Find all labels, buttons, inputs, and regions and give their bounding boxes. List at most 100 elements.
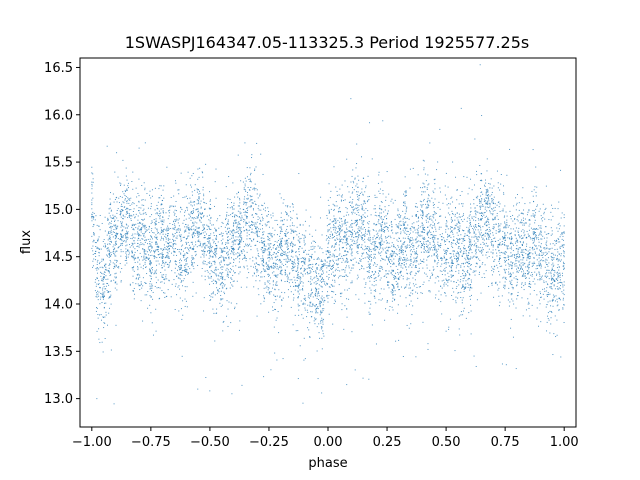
data-point	[161, 223, 163, 225]
data-point	[250, 205, 252, 207]
data-point	[391, 288, 393, 290]
data-point	[463, 290, 465, 292]
data-point	[110, 280, 112, 282]
data-point	[244, 219, 246, 221]
data-point	[321, 308, 323, 310]
data-point	[216, 269, 218, 271]
data-point	[227, 198, 229, 200]
data-point	[496, 170, 498, 172]
data-point	[257, 197, 259, 199]
data-point	[104, 302, 106, 304]
data-point	[234, 196, 236, 198]
data-point	[188, 226, 190, 228]
data-point	[359, 227, 361, 229]
data-point	[457, 247, 459, 249]
data-point	[490, 241, 492, 243]
data-point	[249, 181, 251, 183]
data-point	[532, 210, 534, 212]
data-point	[423, 251, 425, 253]
data-point	[441, 236, 443, 238]
data-point	[356, 236, 358, 238]
data-point	[226, 236, 228, 238]
data-point	[464, 248, 466, 250]
data-point	[379, 237, 381, 239]
data-point	[429, 247, 431, 249]
data-point	[167, 246, 169, 248]
data-point	[321, 278, 323, 280]
data-point	[127, 225, 129, 227]
data-point	[290, 216, 292, 218]
data-point	[451, 226, 453, 228]
data-point	[179, 278, 181, 280]
data-point	[348, 201, 350, 203]
data-point	[319, 303, 321, 305]
data-point	[528, 209, 530, 211]
data-point	[413, 227, 415, 229]
data-point	[199, 167, 201, 169]
data-point	[114, 255, 116, 257]
data-point	[317, 312, 319, 314]
data-point	[508, 271, 510, 273]
data-point	[404, 257, 406, 259]
data-point	[562, 286, 564, 288]
data-point	[403, 258, 405, 260]
data-point	[388, 281, 390, 283]
data-point	[281, 291, 283, 293]
data-point	[372, 264, 374, 266]
data-point	[417, 216, 419, 218]
data-point	[151, 195, 153, 197]
data-point	[238, 255, 240, 257]
data-point	[467, 256, 469, 258]
data-point	[456, 241, 458, 243]
data-point	[440, 236, 442, 238]
data-point	[431, 226, 433, 228]
data-point	[166, 227, 168, 229]
data-point	[410, 245, 412, 247]
data-point	[372, 248, 374, 250]
data-point	[137, 219, 139, 221]
data-point	[431, 236, 433, 238]
data-point	[280, 253, 282, 255]
data-point	[404, 286, 406, 288]
data-point	[470, 207, 472, 209]
data-point	[333, 264, 335, 266]
data-point	[300, 261, 302, 263]
data-point	[437, 262, 439, 264]
data-point	[479, 205, 481, 207]
data-point	[346, 254, 348, 256]
data-point	[254, 169, 256, 171]
data-point	[336, 264, 338, 266]
data-point	[486, 170, 488, 172]
data-point	[487, 245, 489, 247]
data-point	[516, 284, 518, 286]
data-point	[434, 237, 436, 239]
data-point	[225, 186, 227, 188]
data-point	[239, 230, 241, 232]
data-point	[198, 176, 200, 178]
data-point	[140, 235, 142, 237]
data-point	[309, 301, 311, 303]
data-point	[358, 234, 360, 236]
data-point	[208, 237, 210, 239]
data-point	[351, 248, 353, 250]
data-point	[293, 293, 295, 295]
data-point	[551, 288, 553, 290]
data-point	[92, 218, 94, 220]
data-point	[125, 233, 127, 235]
data-point	[412, 242, 414, 244]
data-point	[252, 188, 254, 190]
data-point	[552, 294, 554, 296]
data-point	[163, 221, 165, 223]
data-point	[538, 263, 540, 265]
data-point	[455, 225, 457, 227]
data-point	[498, 243, 500, 245]
data-point	[488, 238, 490, 240]
data-point	[413, 257, 415, 259]
data-point	[385, 308, 387, 310]
data-point	[251, 214, 253, 216]
data-point	[95, 259, 97, 261]
data-point	[268, 221, 270, 223]
data-point	[516, 298, 518, 300]
data-point	[370, 242, 372, 244]
data-point	[286, 219, 288, 221]
